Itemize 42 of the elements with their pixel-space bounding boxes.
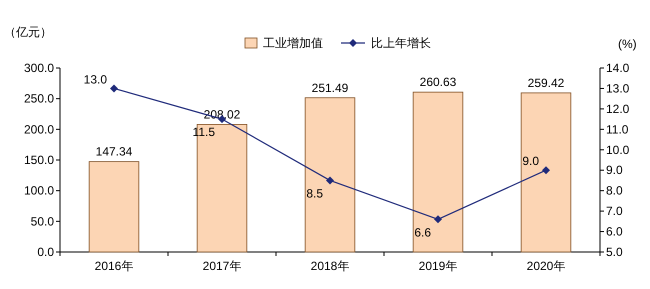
legend-label: 工业增加值 [263,36,323,50]
data-label: 9.0 [522,154,540,168]
y-tick-label: 50.0 [30,214,54,228]
y2-tick-label: 13.0 [606,81,630,96]
x-tick-label: 2017年 [202,259,242,273]
y2-tick-label: 5.0 [606,245,624,259]
bar [520,92,572,252]
point [542,166,550,174]
y-tick-label: 150.0 [24,153,54,167]
point [326,176,334,184]
data-label: 259.42 [528,76,565,90]
legend-label: 比上年增长 [371,36,431,50]
data-label: 6.6 [414,225,432,240]
y-tick-label: 0.0 [37,245,54,259]
bar [412,92,464,252]
y-tick-label: 300.0 [24,61,54,75]
y2-tick-label: 8.0 [606,184,624,198]
data-label: 8.5 [306,186,324,200]
bar [88,161,140,252]
point [110,84,118,92]
y2-tick-label: 9.0 [606,163,624,178]
data-label: 147.34 [96,144,133,159]
x-tick-label: 2020年 [526,259,566,273]
bar [304,97,356,252]
x-tick-label: 2016年 [94,259,134,273]
y2-tick-label: 7.0 [606,204,624,218]
data-label: 260.63 [420,75,457,90]
x-tick-label: 2018年 [310,259,350,273]
y2-tick-label: 11.0 [606,122,629,136]
y-tick-label: 250.0 [24,92,54,106]
y2-tick-label: 12.0 [606,102,630,116]
y2-tick-label: 10.0 [606,142,630,157]
y-tick-label: 200.0 [24,122,54,136]
y2-tick-label: 6.0 [606,224,624,239]
point [434,215,442,224]
y-axis-title: （亿元） [4,25,52,39]
x-tick-label: 2019年 [418,259,458,273]
data-label: 13.0 [84,72,108,86]
data-label: 251.49 [312,80,349,95]
y2-axis-title: (%) [618,37,637,51]
y-tick-label: 100.0 [24,184,54,198]
y2-tick-label: 14.0 [606,61,630,75]
